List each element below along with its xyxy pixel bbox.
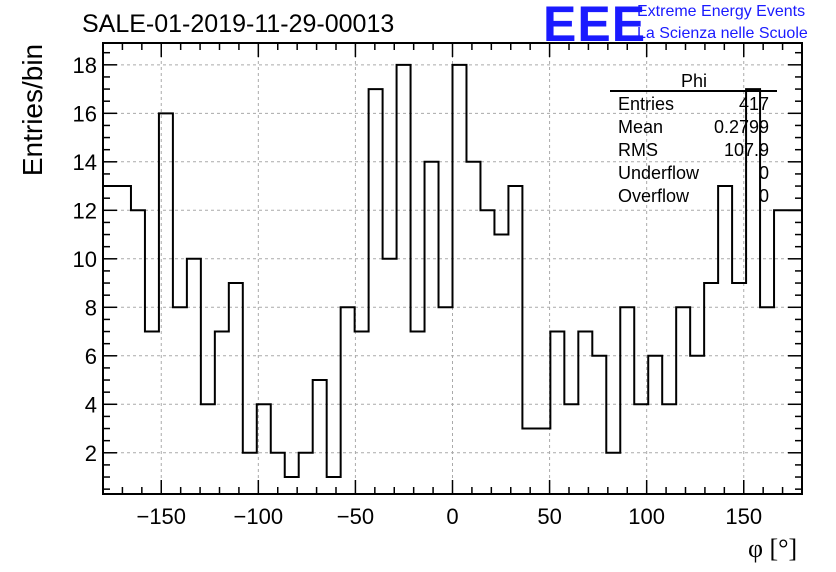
- histogram-bars: [103, 63, 802, 494]
- x-tick-label: 0: [446, 504, 458, 529]
- histogram-bin: [383, 259, 397, 494]
- y-tick-label: 8: [85, 295, 97, 320]
- x-tick-label: −100: [234, 504, 284, 529]
- histogram-bin: [522, 429, 536, 494]
- brand-line-2: La Scienza nelle Scuole: [637, 25, 808, 42]
- histogram-bin: [355, 332, 369, 494]
- histogram-bin: [439, 307, 453, 494]
- x-tick-label: 50: [537, 504, 561, 529]
- histogram-bin: [578, 332, 592, 494]
- histogram-bin: [145, 332, 159, 494]
- histogram-bin: [760, 307, 774, 494]
- stats-label: RMS: [618, 140, 658, 160]
- chart-title: SALE-01-2019-11-29-00013: [82, 10, 395, 38]
- histogram-bin: [299, 453, 313, 494]
- y-tick-label: 4: [85, 392, 97, 417]
- stats-label: Underflow: [618, 163, 700, 183]
- histogram-bin: [494, 235, 508, 494]
- y-tick-label: 16: [73, 101, 97, 126]
- histogram-bin: [732, 283, 746, 494]
- histogram-bin: [131, 210, 145, 494]
- histogram-bin: [229, 283, 243, 494]
- histogram-bin: [453, 65, 467, 494]
- y-tick-label: 2: [85, 441, 97, 466]
- histogram-bin: [173, 307, 187, 494]
- histogram-bin: [187, 259, 201, 494]
- stats-value: 0: [759, 163, 769, 183]
- histogram-bin: [564, 404, 578, 494]
- histogram-bin: [369, 89, 383, 494]
- stats-value: 417: [739, 94, 769, 114]
- histogram-bin: [425, 162, 439, 494]
- x-tick-label: −50: [337, 504, 374, 529]
- x-tick-label: 100: [628, 504, 665, 529]
- histogram-bin: [466, 162, 480, 494]
- histogram-bin: [592, 356, 606, 494]
- histogram-bin: [718, 186, 732, 494]
- histogram-bin: [788, 210, 802, 494]
- histogram-bin: [774, 210, 788, 494]
- histogram-outline: [103, 63, 802, 479]
- histogram-bin: [201, 404, 215, 494]
- histogram-bin: [103, 186, 117, 494]
- stats-value: 0: [759, 186, 769, 206]
- stats-label: Overflow: [618, 186, 690, 206]
- grid: [103, 43, 802, 494]
- histogram-bin: [341, 307, 355, 494]
- y-tick-label: 14: [73, 150, 97, 175]
- histogram-bin: [117, 186, 131, 494]
- axes: −150 −100 −50 0 50 100 150 2 4 6 8 10 12 14 16 18: [73, 42, 803, 529]
- histogram-bin: [327, 477, 341, 494]
- histogram-bin: [397, 65, 411, 494]
- y-tick-label: 6: [85, 344, 97, 369]
- eee-logo: EEE: [543, 0, 647, 52]
- histogram-bin: [648, 356, 662, 494]
- x-tick-label: 150: [725, 504, 762, 529]
- x-axis-label: φ [°]: [748, 534, 798, 563]
- stats-label: Mean: [618, 117, 663, 137]
- stats-title: Phi: [681, 71, 707, 91]
- histogram-bin: [676, 307, 690, 494]
- histogram-bin: [159, 113, 173, 494]
- y-tick-label: 18: [73, 53, 97, 78]
- stats-value: 107.9: [724, 140, 769, 160]
- stats-label: Entries: [618, 94, 674, 114]
- stats-box: Phi Entries 417 Mean 0.2799 RMS 107.9 Underflow…: [610, 71, 777, 206]
- x-tick-label: −150: [136, 504, 186, 529]
- histogram-bin: [550, 332, 564, 494]
- histogram-bin: [704, 283, 718, 494]
- stats-value: 0.2799: [714, 117, 769, 137]
- histogram-bin: [508, 186, 522, 494]
- histogram-bin: [690, 356, 704, 494]
- histogram-bin: [536, 429, 550, 494]
- histogram-bin: [243, 453, 257, 494]
- histogram-bin: [480, 210, 494, 494]
- brand-line-1: Extreme Energy Events: [637, 3, 806, 20]
- y-tick-label: 10: [73, 247, 97, 272]
- y-tick-label: 12: [73, 198, 97, 223]
- histogram-bin: [313, 380, 327, 494]
- histogram-bin: [411, 332, 425, 494]
- histogram-bin: [662, 404, 676, 494]
- histogram-bin: [620, 307, 634, 494]
- histogram-bin: [215, 332, 229, 494]
